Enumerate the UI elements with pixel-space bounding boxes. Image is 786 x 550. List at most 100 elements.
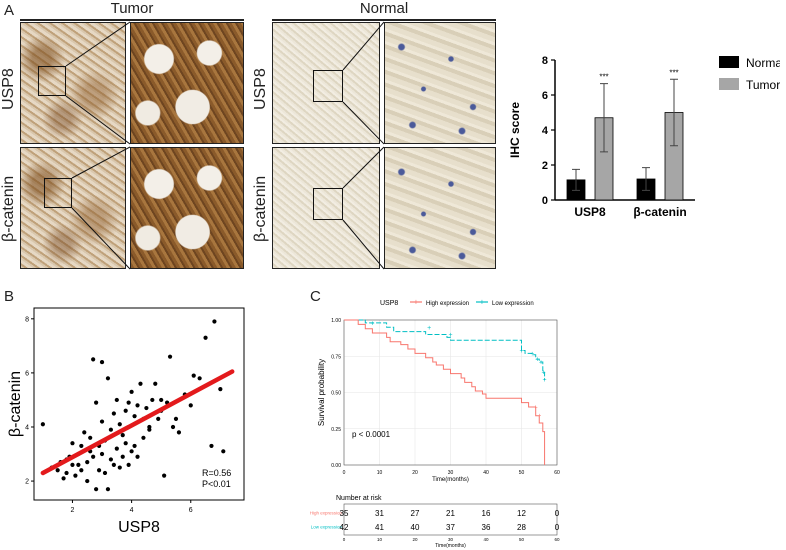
scatter-point — [126, 462, 131, 467]
x-axis-label: USP8 — [118, 519, 160, 536]
scatter-point — [197, 376, 202, 381]
scatter-point — [156, 416, 161, 421]
scatter-point — [153, 381, 158, 386]
scatter-point — [102, 470, 108, 476]
legend-label-normal: Normal — [746, 56, 780, 70]
significance-label: *** — [599, 73, 608, 82]
y-tick-label: 4 — [25, 424, 29, 431]
scatter-point — [203, 335, 208, 340]
censor-mark-low: + — [543, 377, 547, 384]
y-axis-label: β-catenin — [7, 371, 24, 437]
censor-mark-low: + — [539, 360, 543, 367]
scatter-point — [99, 359, 105, 365]
scatter-point — [117, 422, 122, 427]
y-tick-label: 0.25 — [331, 427, 341, 433]
risk-cell: 12 — [517, 509, 526, 518]
scatter-point — [61, 476, 66, 481]
micrograph-usp8-tumor-high — [130, 22, 244, 144]
micrograph-bcatenin-normal-low — [272, 147, 380, 269]
risk-table-frame — [343, 503, 558, 536]
kaplan-meier-chart: USP8 + High expression + Low expression 0 10 20… — [317, 298, 560, 484]
scatter-point — [221, 449, 226, 454]
legend-label-high: High expression — [426, 301, 469, 307]
legend-title: USP8 — [380, 300, 398, 307]
risk-x-tick-label: 30 — [448, 537, 454, 542]
survival-curve-low — [344, 319, 546, 380]
y-tick-label: 0.75 — [331, 354, 341, 360]
risk-cell: 0 — [555, 523, 560, 532]
x-tick-label: β-catenin — [633, 205, 686, 219]
scatter-point — [96, 468, 102, 473]
scatter-point — [191, 373, 196, 378]
scatter-point — [132, 443, 137, 449]
scatter-point — [82, 430, 87, 435]
x-tick-label: 50 — [519, 470, 525, 476]
scatter-point — [120, 454, 125, 459]
x-tick-label: 4 — [130, 507, 134, 514]
scatter-point — [94, 400, 99, 405]
censor-mark-low: + — [448, 332, 452, 339]
risk-cell: 40 — [411, 523, 420, 532]
censor-mark-low: + — [370, 320, 374, 327]
scatter-point — [85, 460, 90, 465]
scatter-point — [64, 470, 69, 476]
scatter-point — [88, 435, 93, 440]
risk-table-title: Number at risk — [336, 495, 382, 502]
scatter-point — [79, 468, 84, 473]
micrograph-bcatenin-tumor-low — [20, 147, 126, 269]
y-tick-label: 0 — [542, 195, 548, 207]
y-tick-label: 6 — [542, 90, 548, 102]
scatter-point — [135, 403, 140, 408]
group-underline-tumor — [20, 19, 244, 21]
scatter-point — [108, 427, 114, 432]
panel-letter-b: B — [4, 288, 15, 305]
scatter-point — [117, 465, 122, 470]
zoom-box-bcatenin-tumor — [44, 178, 72, 208]
scatter-point — [55, 468, 60, 473]
micrograph-bcatenin-normal-high — [384, 147, 496, 269]
micrograph-bcatenin-tumor-high — [130, 147, 244, 269]
scatter-point — [105, 487, 111, 492]
group-title-normal: Normal — [359, 0, 409, 17]
scatter-point — [126, 400, 131, 405]
x-tick-label: USP8 — [574, 205, 606, 219]
censor-mark-low: + — [530, 351, 534, 358]
y-axis-label: Survival probability — [317, 359, 326, 426]
risk-x-tick-label: 60 — [554, 537, 560, 542]
scatter-point — [129, 389, 134, 394]
y-tick-label: 2 — [542, 160, 548, 172]
legend-swatch-normal — [719, 56, 739, 68]
scatter-point — [176, 430, 182, 435]
risk-cell: 42 — [340, 523, 349, 532]
scatter-point — [167, 354, 173, 359]
x-tick-label: 40 — [483, 470, 489, 476]
risk-cell: 0 — [555, 509, 560, 518]
scatter-point — [212, 319, 217, 324]
censor-mark-high: + — [537, 413, 541, 420]
scatter-point — [141, 435, 146, 440]
scatter-point — [147, 424, 152, 430]
censor-mark-high: + — [534, 405, 538, 412]
x-tick-label: 20 — [412, 470, 418, 476]
scatter-point — [91, 357, 96, 362]
risk-row-label: Low expression — [311, 525, 343, 530]
y-tick-label: 2 — [25, 479, 29, 486]
scatter-point — [111, 462, 116, 467]
scatter-point — [79, 443, 84, 449]
scatter-point — [120, 432, 125, 438]
scatter-point — [99, 451, 105, 457]
annotation-p: P<0.01 — [202, 479, 231, 489]
risk-cell: 27 — [411, 509, 420, 518]
censor-mark-low: + — [427, 325, 431, 332]
risk-x-axis-label: Time(months) — [435, 543, 466, 549]
legend-swatch-tumor — [719, 78, 739, 90]
y-tick-label: 8 — [542, 55, 548, 67]
scatter-point — [138, 381, 143, 386]
risk-cell: 28 — [517, 523, 526, 532]
regression-line — [40, 369, 235, 476]
scatter-point — [114, 397, 119, 403]
zoom-box-usp8-normal — [313, 70, 343, 102]
legend-label-tumor: Tumor — [746, 78, 780, 92]
scatter-point — [129, 449, 134, 454]
